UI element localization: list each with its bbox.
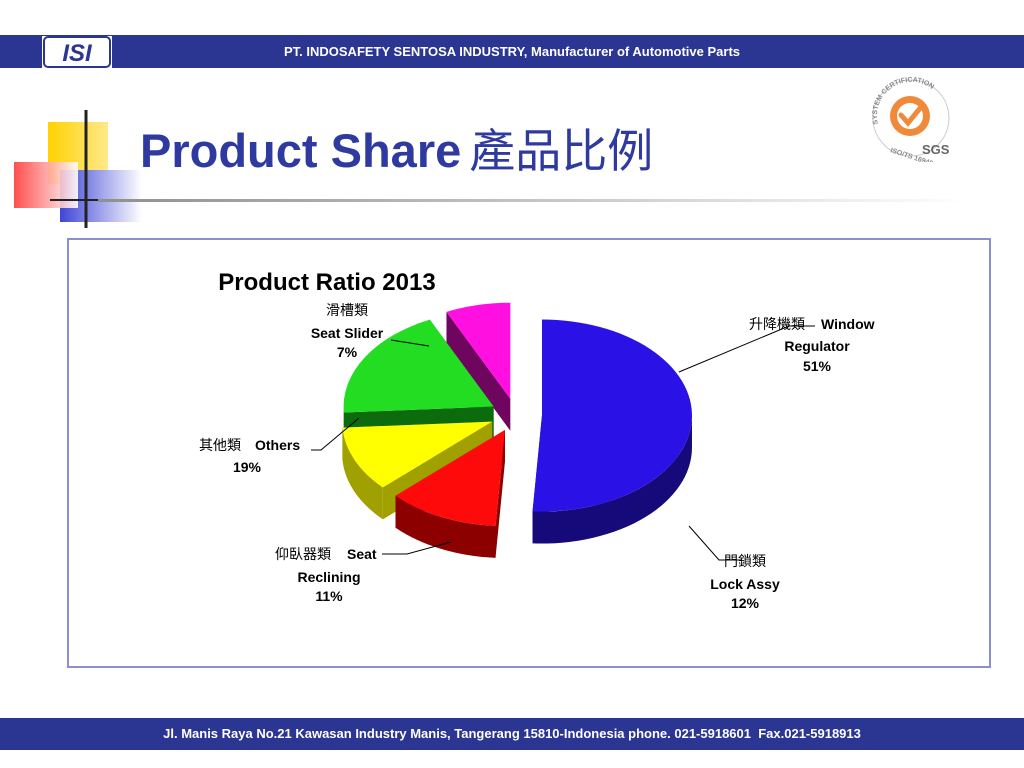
leader-line-seat-reclining (382, 541, 452, 555)
title-divider (98, 199, 968, 202)
leader-line-others (311, 417, 360, 451)
logo-text: ISI (62, 40, 93, 67)
slice-others (343, 319, 494, 413)
slice-lock-assy (395, 430, 505, 526)
slide-title: Product Share 產品比例 (140, 118, 653, 184)
leader-line-lock-assy (688, 525, 742, 561)
slice-side-lock-assy (395, 495, 496, 558)
label-seat-reclining: 仰臥器類 Seat Reclining 11% (275, 541, 452, 604)
slice-side-window-regulator (532, 415, 692, 544)
label-cn-lock-assy: 門鎖類 (724, 553, 766, 569)
leader-line-seat-slider (390, 339, 430, 347)
label-en-seat-reclining-2: Reclining (297, 569, 360, 585)
chart-frame: Product Ratio 2013 升降機類 Window Regulator 51… (67, 238, 991, 668)
label-en-seat-reclining-1: Seat (347, 546, 377, 562)
label-cn-window-regulator: 升降機類 (749, 316, 805, 332)
leader-line-window-regulator (678, 325, 815, 373)
cert-mark: SGS (922, 142, 950, 157)
slide-title-en: Product Share (140, 124, 462, 177)
company-name: PT. INDOSAFETY SENTOSA INDUSTRY, Manufac… (283, 44, 741, 59)
label-pct-seat-reclining: 11% (315, 588, 343, 604)
label-en-window-regulator-2: Regulator (784, 338, 850, 354)
label-cn-seat-reclining: 仰臥器類 (275, 546, 331, 562)
label-pct-lock-assy: 12% (731, 595, 760, 611)
slice-seat-reclining (342, 421, 493, 488)
chart-title: Product Ratio 2013 (218, 269, 435, 296)
pie-labels: 升降機類 Window Regulator 51% 門鎖類 Lock Assy 12% 仰臥器… (199, 302, 875, 611)
slide-title-cjk: 產品比例 (469, 125, 654, 177)
label-window-regulator: 升降機類 Window Regulator 51% (678, 316, 875, 374)
label-cn-seat-slider: 滑槽類 (326, 302, 368, 318)
label-cn-others: 其他類 (199, 437, 241, 453)
pie-tops (342, 302, 692, 526)
label-pct-others: 19% (233, 459, 262, 475)
label-en-lock-assy: Lock Assy (710, 576, 780, 592)
label-en-seat-slider: Seat Slider (311, 325, 384, 341)
sgs-certification-badge: SYSTEM CERTIFICATION ISO/TS 16949 SGS (866, 72, 956, 168)
slice-wall-seat-slider-0 (446, 311, 511, 431)
label-lock-assy: 門鎖類 Lock Assy 12% (688, 525, 780, 611)
slice-seat-slider (446, 302, 511, 399)
label-pct-seat-slider: 7% (337, 344, 358, 360)
company-logo: ISI (42, 36, 112, 68)
footer-address: Jl. Manis Raya No.21 Kawasan Industry Ma… (0, 718, 1024, 750)
label-seat-slider: 滑槽類 Seat Slider 7% (311, 302, 430, 360)
title-decoration (0, 100, 150, 240)
header-bar (0, 35, 1024, 68)
pie-chart: Product Ratio 2013 升降機類 Window Regulator 51… (199, 269, 875, 611)
slice-side-seat-reclining (342, 427, 383, 520)
label-en-others: Others (255, 437, 300, 453)
slice-window-regulator (532, 319, 692, 512)
label-en-window-regulator-1: Window (821, 316, 875, 332)
label-pct-window-regulator: 51% (803, 358, 832, 374)
label-others: 其他類 Others 19% (199, 417, 360, 475)
